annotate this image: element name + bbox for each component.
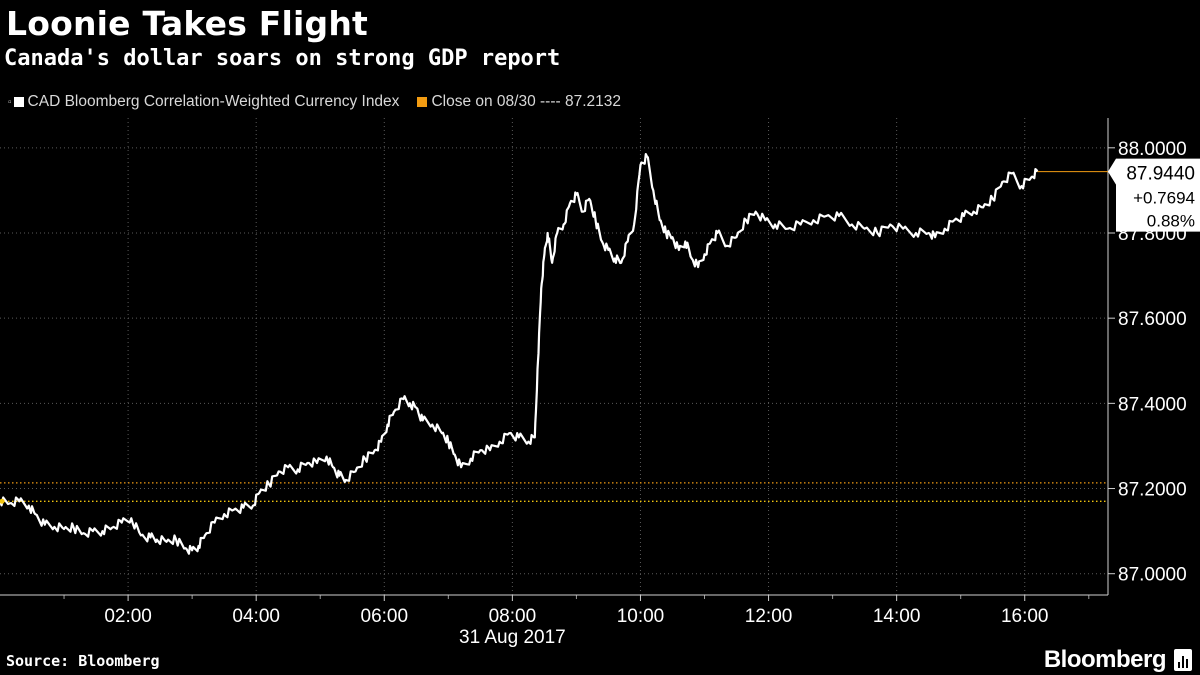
legend-label-series: CAD Bloomberg Correlation-Weighted Curre… xyxy=(27,93,400,110)
chart-title: Loonie Takes Flight xyxy=(6,4,368,43)
source-note: Source: Bloomberg xyxy=(6,652,160,670)
x-tick-label: 10:00 xyxy=(617,606,665,627)
last-value-callout: 87.9440 +0.7694 0.88% xyxy=(1037,158,1200,232)
x-tick-label: 08:00 xyxy=(489,606,537,627)
callout-last-value: 87.9440 xyxy=(1126,164,1195,185)
axis-layer: 87.000087.200087.400087.600087.800088.00… xyxy=(0,118,1187,648)
x-tick-label: 12:00 xyxy=(745,606,793,627)
series-start-marker xyxy=(0,498,5,504)
series-layer xyxy=(0,153,1039,555)
legend: ▫ CAD Bloomberg Correlation-Weighted Cur… xyxy=(8,92,639,112)
legend-item-series: CAD Bloomberg Correlation-Weighted Curre… xyxy=(13,93,400,111)
legend-swatch-close xyxy=(417,97,428,107)
x-date-label: 31 Aug 2017 xyxy=(459,627,566,648)
y-tick-label: 87.4000 xyxy=(1118,394,1187,415)
series-line-cad-index xyxy=(0,153,1039,555)
legend-swatch-series xyxy=(13,97,24,107)
grid-layer xyxy=(0,118,1108,595)
bloomberg-chart-icon xyxy=(1174,649,1192,671)
x-tick-label: 06:00 xyxy=(361,606,409,627)
x-tick-label: 02:00 xyxy=(104,606,152,627)
chart-subtitle: Canada's dollar soars on strong GDP repo… xyxy=(4,46,561,71)
y-tick-label: 88.0000 xyxy=(1118,139,1187,160)
brand-logo: Bloomberg xyxy=(1044,646,1192,674)
y-tick-label: 87.2000 xyxy=(1118,480,1187,501)
y-tick-label: 87.6000 xyxy=(1118,309,1187,330)
x-tick-label: 04:00 xyxy=(232,606,280,627)
y-tick-label: 87.0000 xyxy=(1118,565,1187,586)
legend-label-close: Close on 08/30 ---- 87.2132 xyxy=(431,93,621,110)
brand-name: Bloomberg xyxy=(1043,646,1167,673)
callout-change: +0.7694 xyxy=(1133,189,1195,208)
legend-item-close: Close on 08/30 ---- 87.2132 xyxy=(417,93,621,111)
reference-lines xyxy=(0,482,1108,502)
callout-change-pct: 0.88% xyxy=(1147,212,1195,231)
legend-dropdown-icon[interactable]: ▫ xyxy=(8,96,12,108)
callout-box xyxy=(1108,158,1200,232)
x-tick-label: 16:00 xyxy=(1001,606,1049,627)
x-tick-label: 14:00 xyxy=(873,606,921,627)
